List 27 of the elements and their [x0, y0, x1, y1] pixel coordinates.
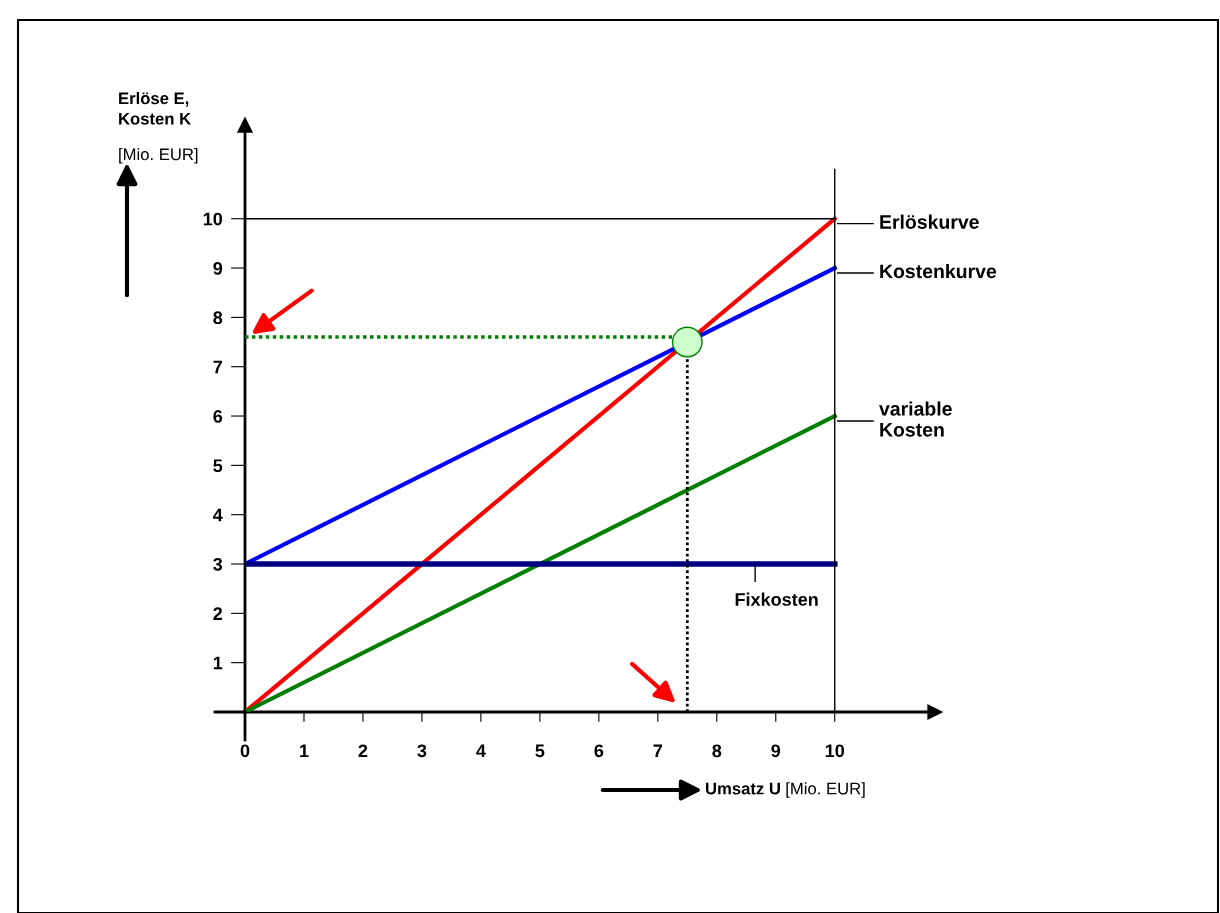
x-tick-label: 6	[594, 744, 604, 758]
y-tick-label: 4	[213, 508, 223, 522]
text: Kostenkurve	[880, 263, 997, 279]
y-tick-label: 10	[203, 212, 223, 226]
y-tick-label: 9	[213, 261, 223, 275]
text: Erlöskurve	[880, 214, 979, 229]
y-tick-label: 5	[213, 459, 223, 473]
x-tick-label: 2	[358, 744, 368, 758]
y-tick-label: 8	[213, 311, 223, 325]
text: variable Kosten	[879, 401, 952, 437]
x-tick-label: 1	[300, 744, 309, 758]
x-tick-label: 10	[825, 744, 845, 758]
y-tick-label: 6	[213, 409, 223, 423]
x-tick-label: 5	[535, 744, 545, 758]
x-axis-title: Umsatz U [Mio. EUR]	[706, 782, 865, 798]
y-tick-label: 3	[213, 557, 223, 571]
y-tick-label: 1	[213, 656, 223, 670]
x-tick-label: 3	[417, 744, 427, 758]
x-tick-label: 7	[653, 744, 663, 758]
x-tick-label: 0	[240, 744, 250, 758]
series-label: Fixkosten	[735, 592, 818, 606]
y-tick-label: 7	[213, 360, 222, 374]
text: Erlöse E, Kosten K [Mio. EUR]	[119, 92, 198, 164]
x-tick-label: 4	[476, 744, 486, 758]
y-tick-label: 2	[213, 607, 223, 620]
x-tick-label: 9	[771, 744, 781, 758]
x-tick-label: 8	[712, 744, 722, 758]
